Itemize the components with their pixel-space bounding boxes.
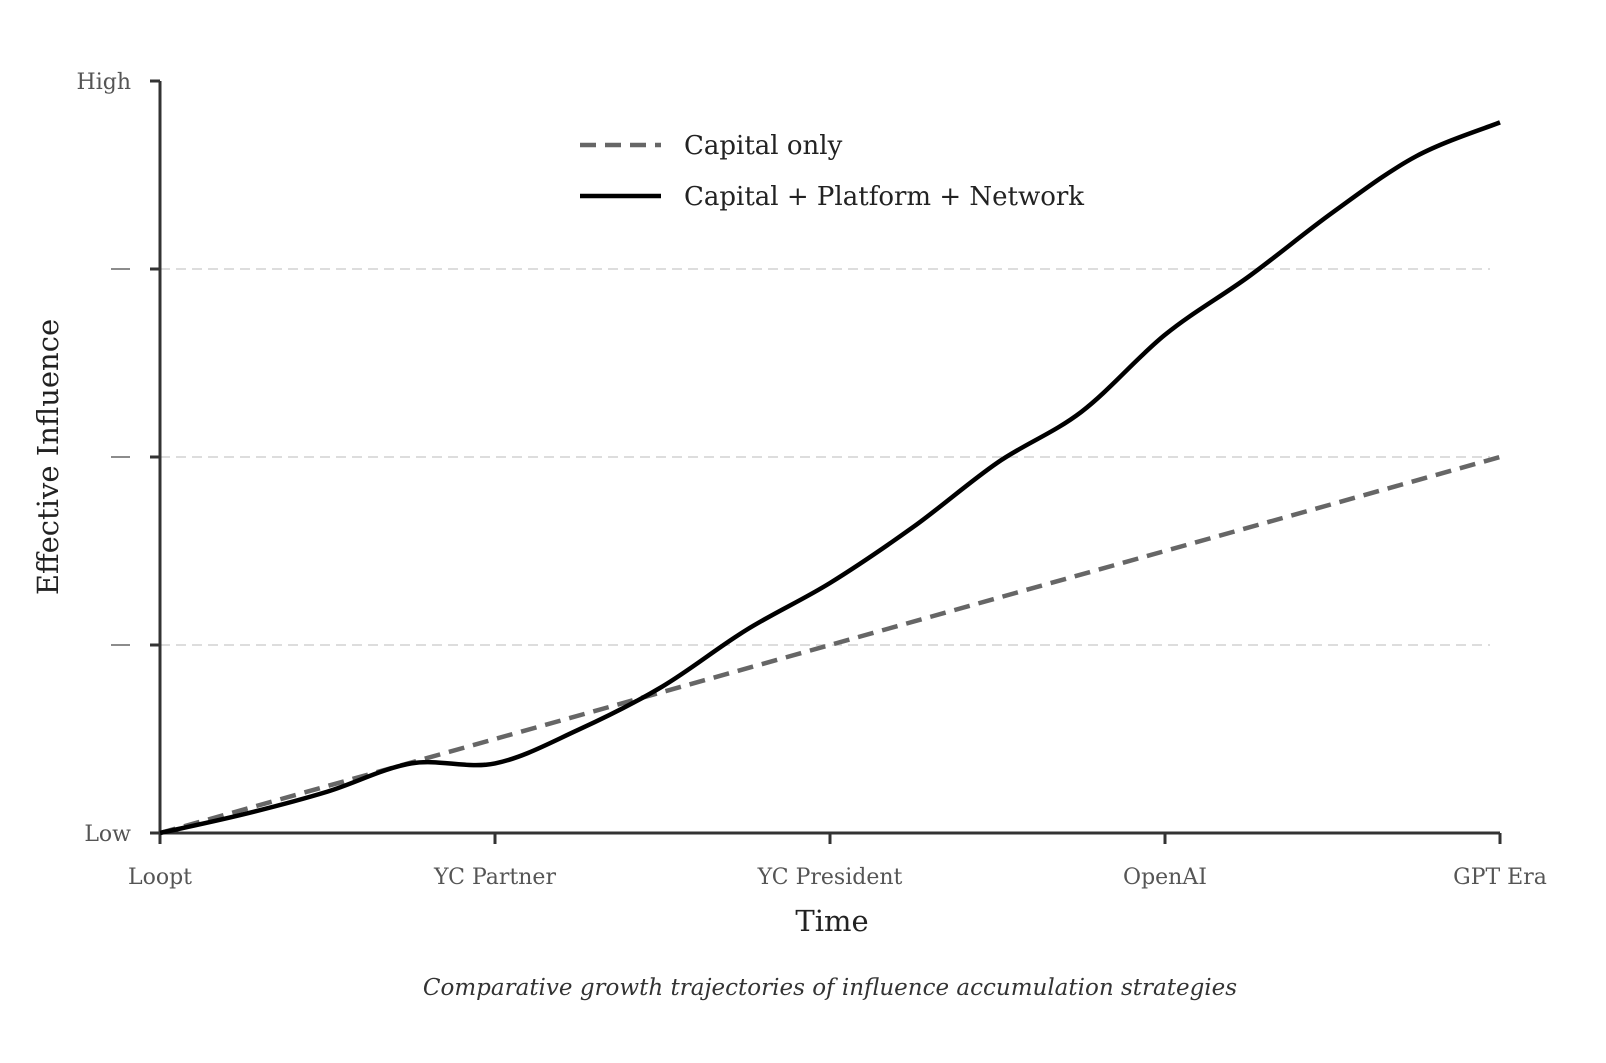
x-tick-label: YC President [757, 865, 903, 890]
grid-lines [160, 268, 1490, 646]
x-tick-label: YC Partner [433, 865, 556, 890]
ticks: Low High Loopt YC Partner YC President OpenAI… [77, 70, 1547, 890]
x-tick-label: OpenAI [1123, 865, 1207, 890]
legend-label-2: Capital + Platform + Network [684, 182, 1084, 212]
chart-caption: Comparative growth trajectories of influ… [423, 975, 1237, 1001]
y-tick-label: Low [84, 822, 131, 847]
y-tick-label: High [77, 70, 131, 95]
x-axis-title: Time [795, 904, 868, 938]
x-tick-label: GPT Era [1453, 865, 1547, 890]
legend-label-1: Capital only [684, 131, 843, 161]
series-line-2 [159, 120, 1501, 836]
legend: Capital only Capital + Platform + Network [580, 131, 1084, 212]
x-tick-label: Loopt [128, 865, 192, 890]
series [159, 120, 1501, 836]
y-axis-title: Effective Influence [31, 319, 65, 595]
